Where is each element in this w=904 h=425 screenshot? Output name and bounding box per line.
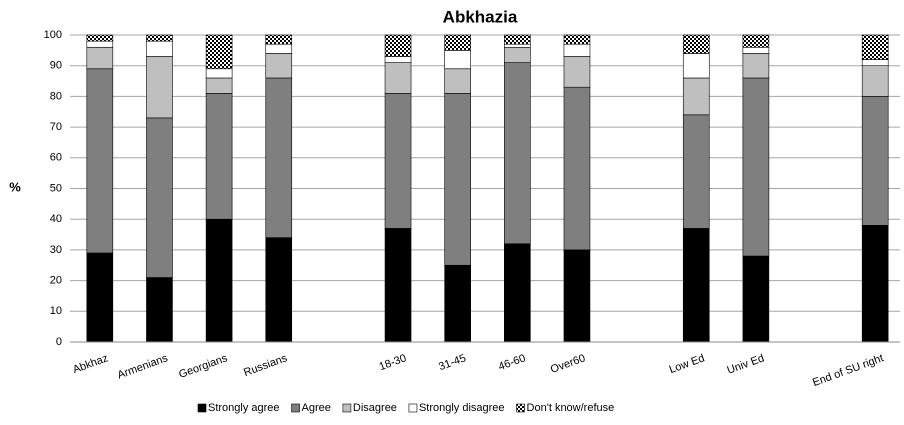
y-tick-label: 100: [44, 29, 62, 41]
bar-segment: [384, 93, 412, 229]
bar-segment: [444, 50, 471, 70]
bar-segment: [86, 252, 114, 343]
bar-segment: [861, 34, 889, 60]
legend-swatch: [291, 403, 300, 413]
legend-label: Disagree: [353, 402, 397, 414]
x-tick-label: Russians: [242, 352, 289, 379]
legend-label: Strongly disagree: [419, 402, 505, 414]
x-tick-label: Abkhaz: [71, 352, 110, 376]
bar-segment: [504, 243, 531, 343]
bar-segment: [682, 228, 710, 343]
bar-segment: [205, 77, 233, 94]
bar-segment: [444, 93, 471, 266]
bar-segment: [861, 225, 889, 343]
legend-label: Agree: [302, 402, 331, 414]
bar-segment: [146, 277, 173, 343]
x-tick-label: End of SU right: [811, 352, 885, 389]
legend-swatch: [342, 403, 352, 413]
bar-segment: [265, 34, 293, 45]
y-tick-label: 90: [50, 60, 62, 72]
bar-segment: [265, 77, 293, 238]
bar-segment: [861, 59, 889, 67]
bar-segment: [265, 43, 293, 54]
x-tick-label: Georgians: [177, 352, 229, 381]
bar-segment: [742, 46, 770, 54]
bar-segment: [205, 34, 233, 70]
y-tick-label: 60: [50, 152, 62, 164]
bar-segment: [742, 255, 770, 343]
bar-segment: [682, 77, 710, 116]
bar-segment: [682, 34, 710, 54]
legend-swatch: [516, 403, 525, 413]
bar-segment: [563, 43, 591, 57]
bar-segment: [444, 68, 471, 94]
bar-segment: [86, 40, 114, 48]
bar-segment: [86, 46, 114, 70]
x-tick-label: 31-45: [437, 352, 468, 373]
bar-segment: [504, 62, 531, 245]
bar-segment: [563, 86, 591, 251]
bar-segment: [384, 34, 412, 57]
x-tick-label: Univ Ed: [726, 352, 766, 376]
bar-segment: [742, 34, 770, 48]
bar-segment: [861, 65, 889, 97]
bar-segment: [205, 68, 233, 79]
bar-segment: [861, 96, 889, 226]
legend-swatch: [197, 403, 207, 413]
bar-segment: [146, 34, 173, 42]
bar-segment: [384, 228, 412, 343]
y-tick-label: 70: [50, 121, 62, 133]
bar-segment: [504, 46, 531, 63]
x-tick-label: Low Ed: [668, 352, 707, 376]
bar-segment: [444, 264, 471, 343]
bar-segment: [146, 40, 173, 57]
bar-segment: [444, 34, 471, 51]
bar-segment: [504, 43, 531, 48]
legend-label: Strongly agree: [208, 402, 280, 414]
bar-segment: [205, 218, 233, 343]
y-tick-label: 80: [50, 90, 62, 102]
chart-title: Abkhazia: [443, 7, 518, 26]
bar-segment: [682, 53, 710, 79]
y-tick-label: 50: [50, 182, 62, 194]
x-tick-label: 46-60: [497, 352, 528, 373]
bar-segment: [504, 34, 531, 45]
bar-segment: [146, 117, 173, 278]
bar-segment: [384, 62, 412, 94]
y-tick-label: 30: [50, 244, 62, 256]
bar-segment: [742, 77, 770, 257]
x-tick-label: Armenians: [116, 352, 170, 381]
bar-segment: [265, 237, 293, 343]
y-tick-label: 10: [50, 305, 62, 317]
bar-segment: [563, 34, 591, 45]
legend-label: Don't know/refuse: [527, 402, 615, 414]
bar-segment: [86, 34, 114, 42]
y-tick-label: 0: [56, 336, 62, 348]
y-axis-label: %: [9, 179, 21, 194]
bar-segment: [205, 93, 233, 220]
legend-swatch: [408, 403, 418, 413]
y-tick-label: 40: [50, 213, 62, 225]
bar-segment: [563, 249, 591, 343]
bar-segment: [563, 56, 591, 88]
bar-segment: [146, 56, 173, 119]
bar-segment: [384, 56, 412, 63]
bar-segment: [742, 53, 770, 79]
bar-segment: [265, 53, 293, 79]
x-tick-label: Over60: [549, 352, 587, 376]
bar-segment: [682, 114, 710, 229]
y-tick-label: 20: [50, 275, 62, 287]
x-tick-label: 18-30: [378, 352, 409, 373]
bar-segment: [86, 68, 114, 254]
